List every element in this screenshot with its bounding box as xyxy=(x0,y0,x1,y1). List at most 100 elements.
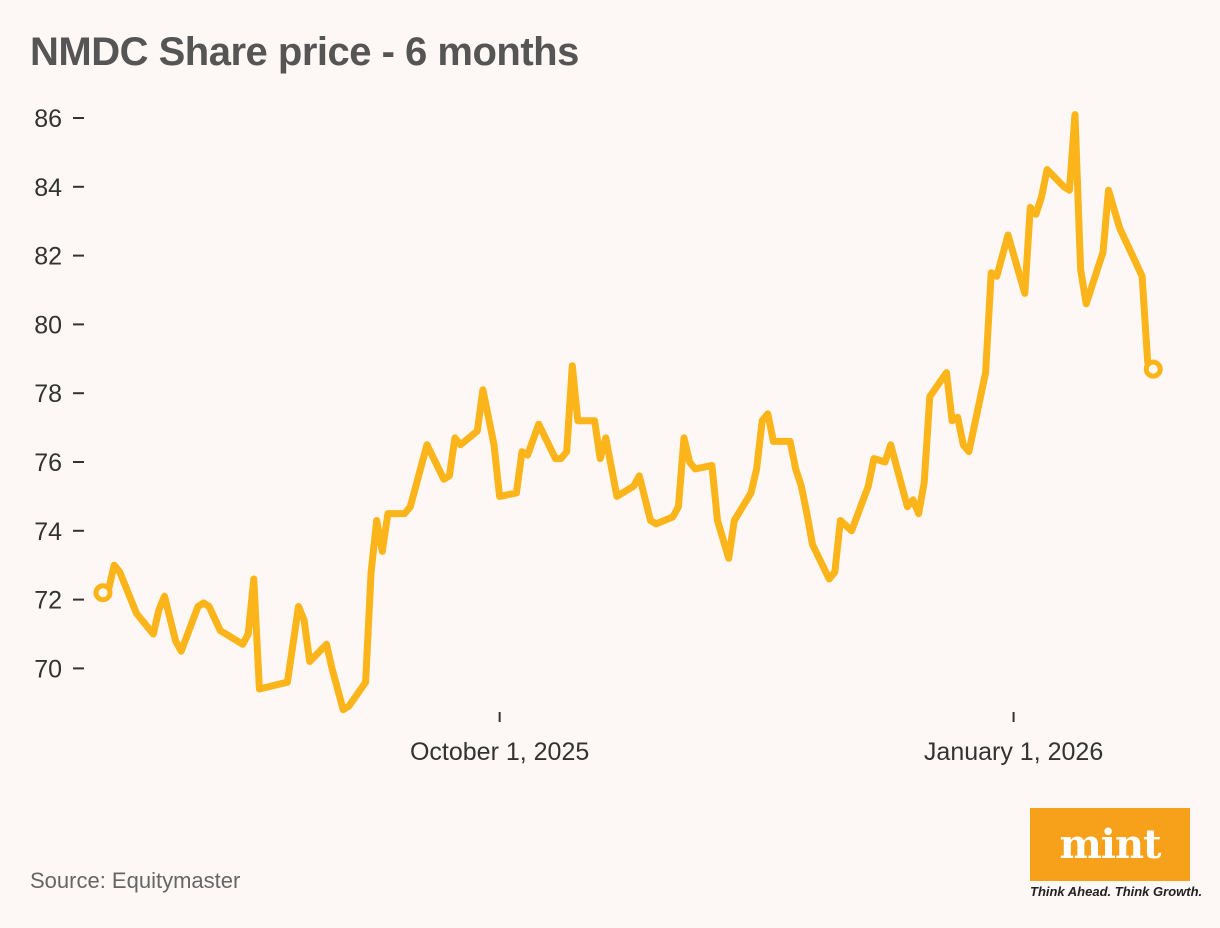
data-point xyxy=(1068,189,1071,192)
data-point xyxy=(453,436,456,439)
data-point xyxy=(1074,113,1076,116)
data-point xyxy=(984,371,987,374)
data-point xyxy=(476,430,479,432)
data-point xyxy=(481,388,484,391)
data-point xyxy=(967,450,970,453)
data-point xyxy=(917,512,920,515)
data-point xyxy=(912,498,914,501)
data-point xyxy=(560,457,563,460)
data-point xyxy=(370,571,373,574)
data-point xyxy=(884,461,887,463)
data-point xyxy=(755,467,758,470)
x-tick-label: October 1, 2025 xyxy=(410,738,589,766)
data-point xyxy=(615,495,618,498)
data-point xyxy=(995,275,998,278)
data-point xyxy=(571,364,574,367)
data-point xyxy=(599,457,602,460)
data-point xyxy=(716,519,719,522)
end-point-marker xyxy=(1143,359,1163,379)
data-point xyxy=(805,512,808,515)
data-point xyxy=(202,602,205,604)
data-point xyxy=(180,650,183,653)
mint-logo-wordmark: mint xyxy=(1059,821,1161,868)
data-point xyxy=(1079,268,1082,271)
data-point xyxy=(956,416,959,419)
data-point xyxy=(683,436,685,439)
data-point xyxy=(247,633,250,635)
mint-logo: mint xyxy=(1030,808,1190,881)
line-chart: 70 72 74 76 78 80 82 84 86 October 1, 2025 Januar… xyxy=(34,105,1163,766)
data-point xyxy=(1107,189,1110,192)
data-point xyxy=(1085,302,1088,305)
data-point xyxy=(1141,275,1144,278)
data-point xyxy=(962,443,965,446)
data-point xyxy=(694,467,697,470)
data-point xyxy=(448,474,451,477)
data-point xyxy=(157,608,160,611)
start-point-marker xyxy=(93,583,113,603)
price-series-points xyxy=(102,113,1155,711)
data-point xyxy=(761,419,764,422)
data-point xyxy=(906,505,909,508)
data-point xyxy=(889,443,892,446)
x-tick-label: January 1, 2026 xyxy=(924,738,1103,766)
data-point xyxy=(872,457,875,460)
data-point xyxy=(308,660,311,663)
data-point xyxy=(442,478,445,481)
data-point xyxy=(521,450,523,453)
data-point xyxy=(252,578,255,580)
data-point xyxy=(1102,251,1104,254)
source-note: Source: Equitymaster xyxy=(30,868,241,893)
data-point xyxy=(649,519,652,522)
data-point xyxy=(1040,196,1043,199)
data-point xyxy=(727,557,730,560)
y-tick-label: 86 xyxy=(34,105,62,133)
data-point xyxy=(867,485,870,488)
data-point xyxy=(688,461,691,463)
data-point xyxy=(241,643,244,646)
data-point xyxy=(789,440,792,443)
data-point xyxy=(604,436,607,439)
data-point xyxy=(342,708,345,711)
data-point xyxy=(515,492,518,494)
y-tick-label: 78 xyxy=(34,380,62,408)
data-point xyxy=(593,419,596,422)
data-point xyxy=(632,485,635,488)
data-point xyxy=(386,512,389,515)
data-point xyxy=(677,505,680,508)
chart-title: NMDC Share price - 6 months xyxy=(30,30,579,74)
data-point xyxy=(766,412,769,415)
y-tick-label: 82 xyxy=(34,243,62,271)
y-tick-label: 72 xyxy=(34,587,62,615)
data-point xyxy=(208,605,211,608)
x-axis: October 1, 2025 January 1, 2026 xyxy=(410,712,1103,766)
data-point xyxy=(554,457,557,460)
data-point xyxy=(655,522,658,525)
data-point xyxy=(303,619,306,622)
data-point xyxy=(833,571,836,574)
data-point xyxy=(733,519,736,522)
data-point xyxy=(828,578,831,580)
data-point xyxy=(118,571,121,574)
data-point xyxy=(258,688,261,690)
data-point xyxy=(928,395,931,398)
data-point xyxy=(1007,234,1009,236)
data-point xyxy=(403,512,406,515)
data-point xyxy=(1034,213,1037,216)
data-point xyxy=(152,633,155,635)
data-point xyxy=(1023,292,1026,295)
data-point xyxy=(638,474,641,477)
data-point xyxy=(219,629,222,632)
data-point xyxy=(426,443,428,446)
y-tick-label: 84 xyxy=(34,174,62,202)
data-point xyxy=(459,443,462,446)
data-point xyxy=(990,271,993,274)
data-point xyxy=(537,423,540,426)
y-tick-label: 76 xyxy=(34,449,62,477)
y-tick-label: 70 xyxy=(34,655,62,683)
data-point xyxy=(163,595,166,598)
data-point xyxy=(498,495,501,498)
y-tick-label: 80 xyxy=(34,311,62,339)
data-point xyxy=(576,419,579,422)
data-point xyxy=(710,464,713,467)
